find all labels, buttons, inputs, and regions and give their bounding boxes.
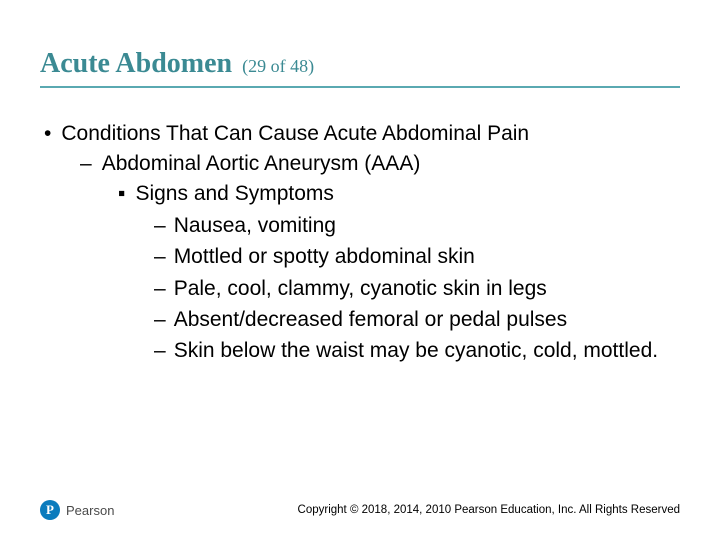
list-item-text: Absent/decreased femoral or pedal pulses	[174, 306, 567, 333]
lvl1-text: Conditions That Can Cause Acute Abdomina…	[61, 122, 529, 146]
bullet-dot-icon: •	[44, 122, 51, 146]
slide: Acute Abdomen (29 of 48) • Conditions Th…	[0, 0, 720, 540]
bullet-level-3: ▪ Signs and Symptoms	[40, 182, 680, 206]
lvl2-text: Abdominal Aortic Aneurysm (AAA)	[102, 152, 421, 176]
dash-icon: –	[80, 152, 92, 176]
content: • Conditions That Can Cause Acute Abdomi…	[40, 122, 680, 364]
slide-title: Acute Abdomen	[40, 48, 232, 80]
slide-counter: (29 of 48)	[242, 56, 314, 77]
title-row: Acute Abdomen (29 of 48)	[40, 48, 680, 88]
pearson-logo-text: Pearson	[66, 503, 114, 518]
bullet-level-4-list: –Nausea, vomiting–Mottled or spotty abdo…	[40, 212, 680, 364]
dash-icon: –	[154, 212, 166, 239]
pearson-logo: P Pearson	[40, 500, 114, 520]
list-item-text: Nausea, vomiting	[174, 212, 336, 239]
list-item: –Absent/decreased femoral or pedal pulse…	[154, 306, 680, 333]
list-item: –Pale, cool, clammy, cyanotic skin in le…	[154, 275, 680, 302]
list-item-text: Mottled or spotty abdominal skin	[174, 243, 475, 270]
list-item-text: Pale, cool, clammy, cyanotic skin in leg…	[174, 275, 547, 302]
list-item: –Mottled or spotty abdominal skin	[154, 243, 680, 270]
list-item: –Skin below the waist may be cyanotic, c…	[154, 337, 680, 364]
list-item-text: Skin below the waist may be cyanotic, co…	[174, 337, 658, 364]
list-item: –Nausea, vomiting	[154, 212, 680, 239]
pearson-logo-icon: P	[40, 500, 60, 520]
bullet-level-1: • Conditions That Can Cause Acute Abdomi…	[40, 122, 680, 146]
dash-icon: –	[154, 275, 166, 302]
dash-icon: –	[154, 243, 166, 270]
footer: P Pearson Copyright © 2018, 2014, 2010 P…	[40, 500, 680, 520]
dash-icon: –	[154, 337, 166, 364]
lvl3-text: Signs and Symptoms	[135, 182, 333, 206]
square-bullet-icon: ▪	[118, 182, 125, 206]
copyright-text: Copyright © 2018, 2014, 2010 Pearson Edu…	[298, 504, 680, 516]
bullet-level-2: – Abdominal Aortic Aneurysm (AAA)	[40, 152, 680, 176]
dash-icon: –	[154, 306, 166, 333]
